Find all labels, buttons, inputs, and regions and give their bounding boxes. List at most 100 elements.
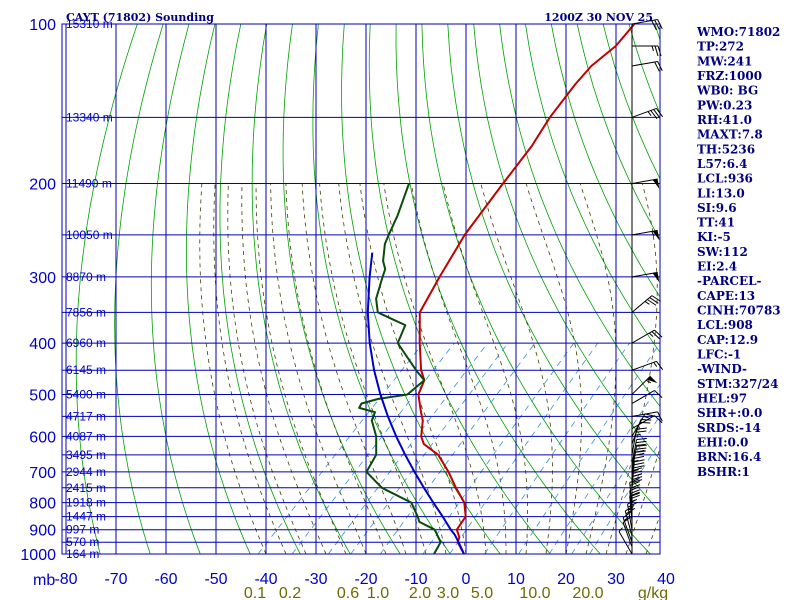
barb-flag bbox=[639, 421, 651, 424]
parcel-line bbox=[366, 252, 465, 554]
wind-barb bbox=[631, 459, 645, 488]
barb-flag bbox=[625, 505, 635, 512]
barb-flag bbox=[633, 462, 645, 466]
index-item: CINH:70783 bbox=[697, 304, 781, 318]
wind-barb bbox=[631, 360, 664, 371]
index-item: MAXT:7.8 bbox=[697, 128, 763, 142]
wind-barb bbox=[631, 411, 663, 422]
barb-flag bbox=[635, 440, 647, 444]
index-item: MW:241 bbox=[697, 54, 752, 68]
height-label: 7856 m bbox=[66, 305, 106, 319]
index-item: LCL:908 bbox=[697, 318, 753, 332]
temperature-tick-label: -30 bbox=[304, 571, 327, 588]
barb-half-flag bbox=[651, 45, 654, 52]
barb-flag bbox=[657, 61, 663, 72]
height-label: 1918 m bbox=[66, 496, 106, 510]
index-item: CAPE:13 bbox=[697, 289, 755, 303]
plot-border bbox=[61, 23, 661, 555]
index-item: BRN:16.4 bbox=[697, 450, 761, 464]
height-label: 10050 m bbox=[66, 228, 113, 242]
mixing-ratio-tick-label: 5.0 bbox=[471, 585, 493, 600]
barb-flag bbox=[622, 511, 632, 519]
pressure-tick-label: 500 bbox=[29, 387, 56, 404]
pressure-temperature-grid bbox=[61, 23, 661, 555]
height-label: 2944 m bbox=[66, 465, 106, 479]
barb-flag bbox=[651, 331, 660, 340]
barb-flag bbox=[636, 437, 647, 441]
barb-flag bbox=[629, 486, 640, 492]
height-label: 13340 m bbox=[66, 110, 113, 124]
pressure-tick-label: 200 bbox=[29, 177, 56, 194]
barb-half-flag bbox=[651, 231, 655, 237]
index-item: TP:272 bbox=[697, 40, 744, 54]
pressure-tick-label: 300 bbox=[29, 270, 56, 287]
mixing-ratio-tick-label: 10.0 bbox=[519, 585, 550, 600]
moist-adiabat bbox=[241, 183, 327, 554]
barb-shaft bbox=[631, 411, 658, 417]
mixing-ratio-tick-label: g/kg bbox=[638, 585, 668, 600]
wind-barb bbox=[624, 505, 636, 537]
barb-flag bbox=[635, 430, 647, 433]
temperature-tick-label: 20 bbox=[557, 571, 575, 588]
mixing-ratio-tick-label: 20.0 bbox=[572, 585, 603, 600]
dewpoint-line bbox=[358, 183, 442, 554]
wind-barb bbox=[631, 178, 660, 189]
chart-title-station: CAYT (71802) Sounding bbox=[66, 11, 214, 24]
wind-barb bbox=[632, 45, 662, 57]
barb-flag bbox=[636, 444, 647, 447]
mixing-ratio-tick-label: 3.0 bbox=[437, 585, 459, 600]
height-labels: 15310 m 13340 m 11490 m 10050 m 8870 m 7856 m… bbox=[66, 17, 113, 561]
barb-shaft bbox=[631, 271, 658, 278]
barb-flag bbox=[625, 507, 636, 515]
index-item: HEL:97 bbox=[697, 392, 747, 406]
dry-adiabat bbox=[758, 24, 800, 554]
barb-flag bbox=[654, 390, 663, 399]
barb-flag bbox=[633, 465, 645, 469]
barb-shaft bbox=[629, 482, 633, 509]
index-item: SRDS:-14 bbox=[697, 421, 761, 435]
index-item: L57:6.4 bbox=[697, 157, 747, 171]
mixing-ratio-tick-label: 1.0 bbox=[367, 585, 389, 600]
height-label: 8870 m bbox=[66, 270, 106, 284]
profile-lines bbox=[358, 24, 636, 554]
barb-pennant bbox=[646, 376, 658, 384]
barb-flag bbox=[627, 501, 638, 508]
index-item: RH:41.0 bbox=[697, 113, 752, 127]
moist-adiabat bbox=[255, 183, 347, 554]
barb-pennant bbox=[652, 272, 660, 283]
moist-adiabat bbox=[442, 183, 528, 554]
barb-flag bbox=[631, 473, 643, 478]
mixing-ratio-labels: 0.1 0.2 0.6 1.0 2.0 3.0 5.0 10.0 20.0 g/kg bbox=[244, 585, 668, 600]
barb-flag bbox=[635, 450, 646, 453]
index-item: SW:112 bbox=[697, 245, 748, 259]
moist-adiabat bbox=[199, 183, 267, 554]
barb-flag bbox=[653, 109, 661, 119]
index-item: LFC:-1 bbox=[697, 348, 741, 362]
temperature-tick-label: 30 bbox=[607, 571, 625, 588]
moist-adiabat bbox=[525, 183, 582, 554]
barb-flag bbox=[633, 455, 645, 459]
barb-shaft bbox=[631, 446, 638, 472]
height-label: 6145 m bbox=[66, 363, 106, 377]
temperature-tick-label: -40 bbox=[254, 571, 277, 588]
barb-flag bbox=[657, 411, 663, 422]
barb-shaft bbox=[631, 390, 655, 404]
barb-shaft bbox=[626, 504, 633, 530]
moist-adiabat bbox=[625, 447, 660, 554]
barb-flag bbox=[656, 108, 664, 118]
wind-barb bbox=[631, 437, 647, 466]
barb-shaft bbox=[624, 510, 633, 537]
barb-half-flag bbox=[645, 379, 651, 384]
temperature-tick-label: -60 bbox=[154, 571, 177, 588]
barb-half-flag bbox=[633, 469, 639, 472]
temperature-tick-label: -20 bbox=[354, 571, 377, 588]
moist-adiabat bbox=[338, 183, 447, 554]
barb-shaft bbox=[631, 18, 658, 25]
wind-barbs bbox=[618, 18, 664, 555]
moist-adiabat bbox=[480, 183, 553, 554]
wind-barb bbox=[631, 107, 664, 120]
barb-shaft bbox=[631, 107, 657, 118]
temperature-tick-label: 40 bbox=[657, 571, 675, 588]
